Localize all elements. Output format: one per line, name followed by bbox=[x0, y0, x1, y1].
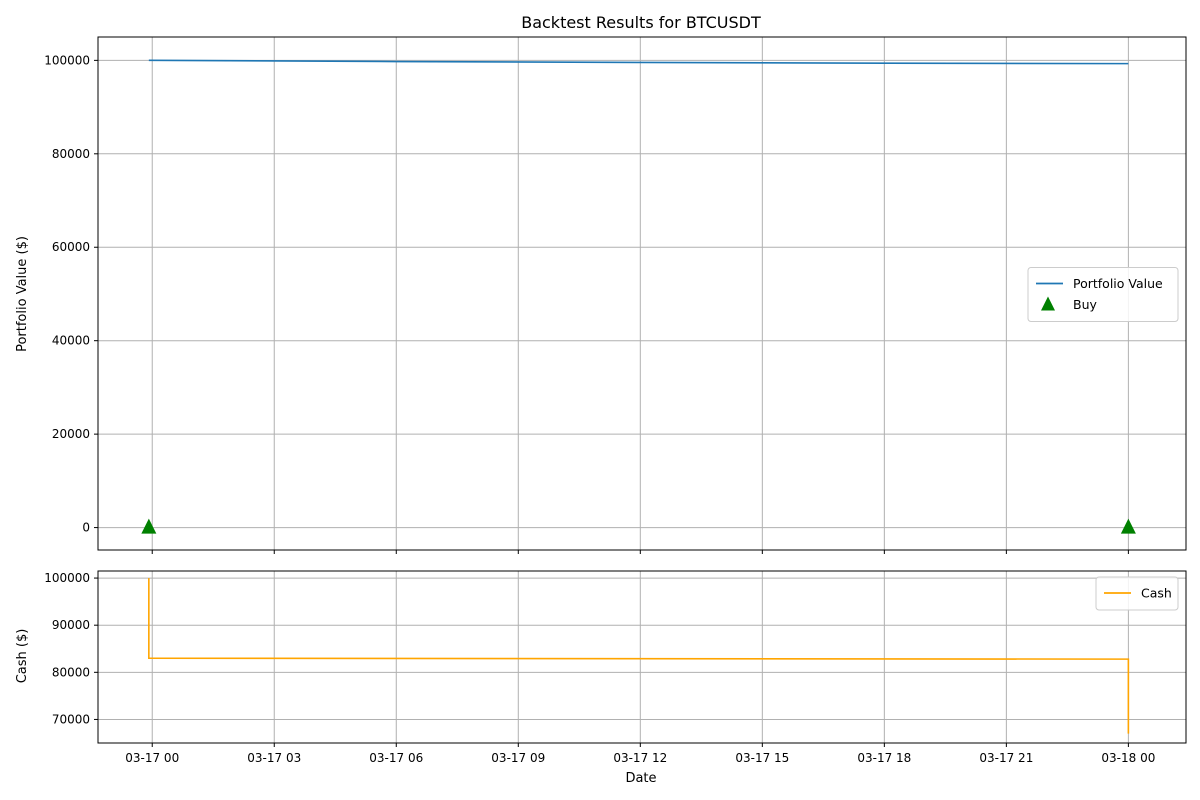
y-tick-label: 80000 bbox=[52, 665, 90, 679]
x-tick-label: 03-18 00 bbox=[1101, 751, 1155, 765]
x-tick-label: 03-17 21 bbox=[979, 751, 1033, 765]
y-tick-label: 90000 bbox=[52, 618, 90, 632]
legend: Portfolio Value Buy bbox=[1027, 267, 1179, 322]
x-tick-label: 03-17 15 bbox=[735, 751, 789, 765]
x-tick-label: 03-17 09 bbox=[491, 751, 545, 765]
y-tick-label: 80000 bbox=[52, 147, 90, 161]
y-tick-label: 20000 bbox=[52, 427, 90, 441]
legend-box bbox=[1027, 267, 1179, 322]
top-y-axis-label: Portfolio Value ($) bbox=[15, 236, 30, 352]
legend: Cash bbox=[1095, 576, 1179, 611]
y-tick-label: 60000 bbox=[52, 240, 90, 254]
buy-marker bbox=[141, 518, 157, 534]
y-tick-label: 0 bbox=[82, 521, 90, 535]
y-tick-label: 70000 bbox=[52, 712, 90, 726]
legend-buy-marker bbox=[1041, 296, 1055, 311]
x-tick-label: 03-17 18 bbox=[857, 751, 911, 765]
y-tick-label: 100000 bbox=[44, 571, 90, 585]
portfolio-value-panel: 0 20000 40000 60000 80000 100000 Portfolio Val… bbox=[44, 36, 1187, 554]
x-tick-label: 03-17 12 bbox=[613, 751, 667, 765]
y-tick-label: 100000 bbox=[44, 53, 90, 67]
x-tick-label: 03-17 00 bbox=[125, 751, 179, 765]
portfolio-value-line bbox=[148, 59, 1129, 65]
x-tick-label: 03-17 03 bbox=[247, 751, 301, 765]
cash-line bbox=[148, 578, 1130, 734]
y-tick-label: 40000 bbox=[52, 334, 90, 348]
x-tick-label: 03-17 06 bbox=[369, 751, 423, 765]
chart-title: Backtest Results for BTCUSDT bbox=[521, 13, 761, 32]
legend-label: Cash bbox=[1141, 586, 1172, 601]
x-axis-label: Date bbox=[625, 771, 656, 786]
legend-label: Buy bbox=[1073, 297, 1097, 312]
legend-box bbox=[1095, 576, 1179, 611]
bottom-y-axis-label: Cash ($) bbox=[15, 629, 30, 684]
legend-label: Portfolio Value bbox=[1073, 276, 1163, 291]
buy-marker bbox=[1120, 518, 1136, 534]
cash-panel: 03-17 00 03-17 03 03-17 06 03-17 09 03-17 12… bbox=[44, 570, 1187, 765]
plot-frame bbox=[97, 570, 1187, 744]
plot-frame bbox=[97, 36, 1187, 551]
